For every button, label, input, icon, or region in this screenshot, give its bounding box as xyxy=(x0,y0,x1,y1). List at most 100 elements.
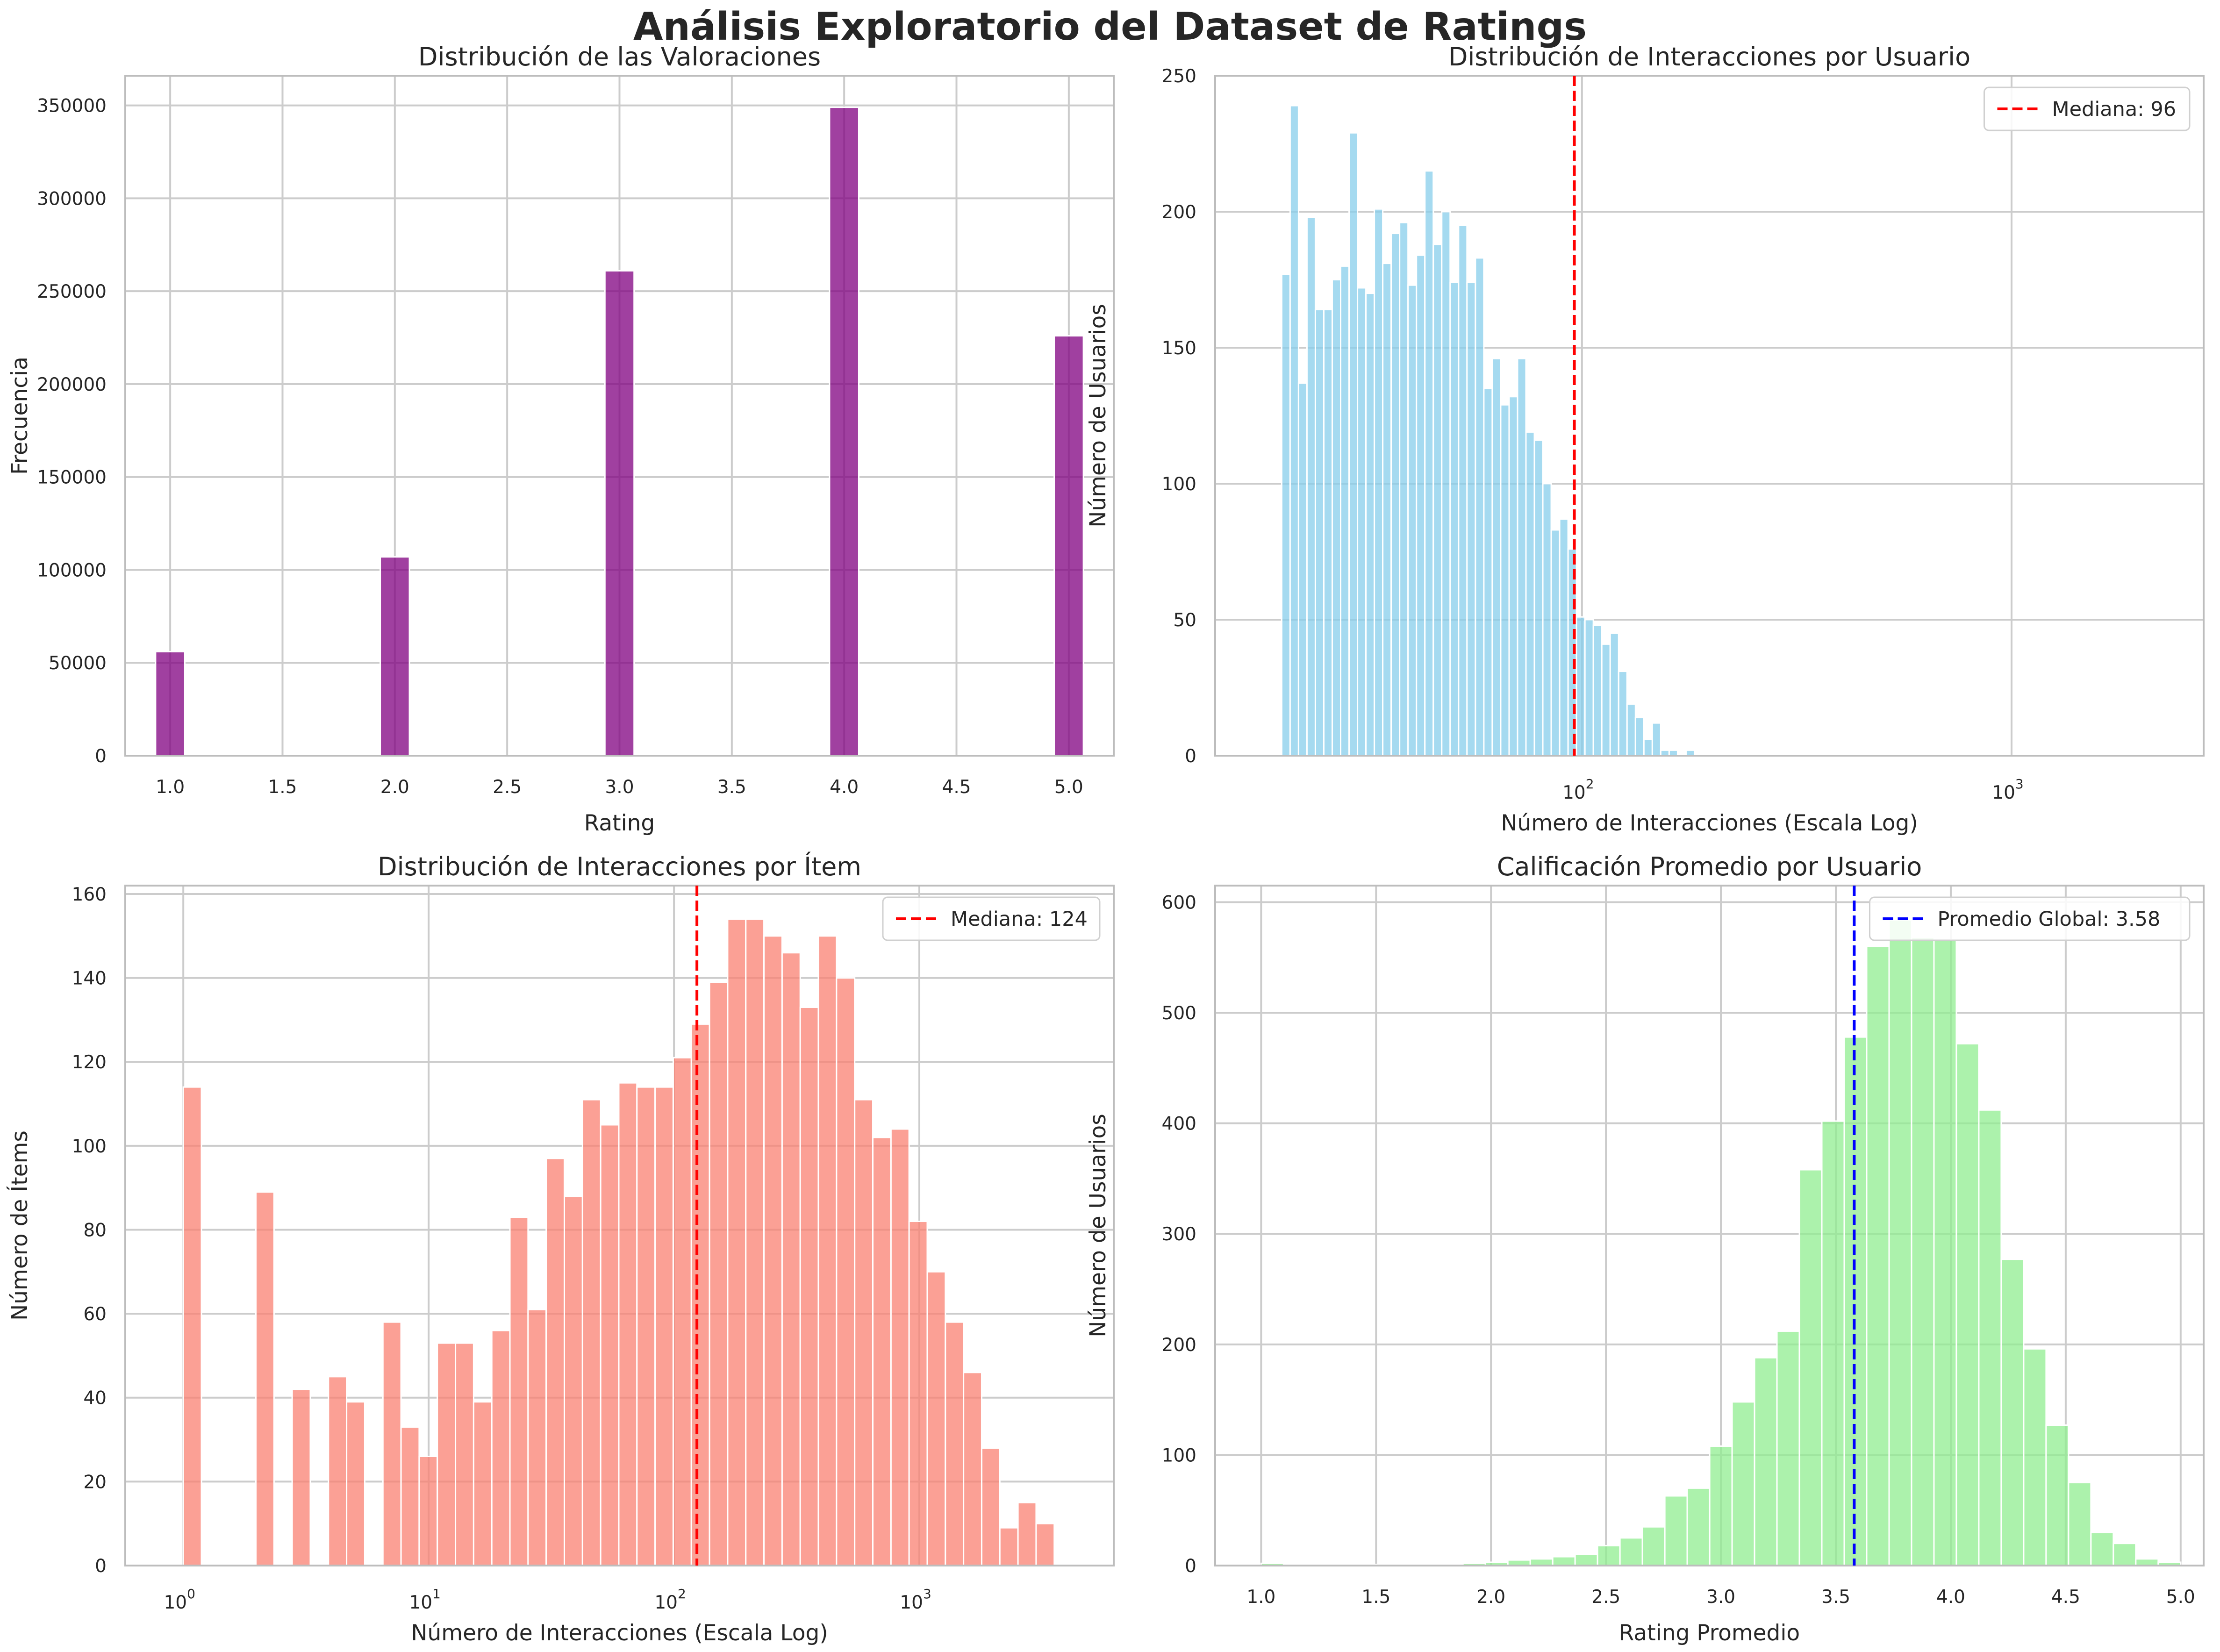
x-axis-label: Rating Promedio xyxy=(1619,1620,1800,1646)
bar xyxy=(255,1191,275,1566)
bar xyxy=(1978,1109,2002,1566)
bar xyxy=(509,1216,529,1566)
y-tick-label: 0 xyxy=(95,1556,107,1577)
plot-frame xyxy=(1214,885,2205,1566)
bar xyxy=(1374,208,1384,757)
bar xyxy=(890,1128,910,1566)
panel-title: Calificación Promedio por Usuario xyxy=(1497,852,1922,881)
bar xyxy=(1035,1523,1055,1566)
bar xyxy=(382,1321,402,1566)
y-axis-label: Número de Usuarios xyxy=(1085,304,1111,527)
legend-label: Mediana: 124 xyxy=(951,908,1088,931)
bar xyxy=(618,1082,638,1566)
bar xyxy=(418,1455,438,1566)
chart-user-avg-rating: 0 100 200 300 400 500 600 1.0 1.5 2.0 2.5 3.0 3.5 4.0… xyxy=(1085,852,2205,1646)
bar xyxy=(1348,132,1359,757)
bar xyxy=(1449,281,1460,757)
bar xyxy=(1651,722,1661,757)
bar xyxy=(1584,619,1594,757)
bar xyxy=(455,1342,474,1566)
y-tick-label: 0 xyxy=(1185,746,1196,767)
bar xyxy=(1500,404,1510,757)
bar xyxy=(491,1330,511,1566)
bar xyxy=(2000,1259,2025,1566)
x-tick-label: 102 xyxy=(1562,776,1594,803)
bar xyxy=(1365,293,1375,757)
y-tick-label: 0 xyxy=(1185,1556,1196,1577)
x-tick-label: 4.0 xyxy=(830,777,859,798)
legend: Mediana: 124 xyxy=(882,896,1101,941)
x-tick-label: 5.0 xyxy=(1054,777,1083,798)
legend-label: Promedio Global: 3.58 xyxy=(1938,908,2161,931)
y-axis-label: Número de Usuarios xyxy=(1085,1114,1111,1337)
x-tick-label: 101 xyxy=(409,1586,440,1613)
bar xyxy=(182,1086,202,1566)
x-tick-label: 1.5 xyxy=(1361,1587,1390,1608)
y-tick-label: 150 xyxy=(1162,338,1196,359)
y-tick-label: 400 xyxy=(1162,1114,1196,1135)
bar xyxy=(1643,738,1653,757)
bar xyxy=(1664,1495,1688,1566)
bar xyxy=(527,1309,547,1566)
bar xyxy=(727,918,747,1566)
bar xyxy=(1597,1545,1621,1566)
x-tick-label: 3.5 xyxy=(717,777,746,798)
bar xyxy=(1475,257,1485,757)
legend-box xyxy=(1984,86,2191,131)
bar xyxy=(1297,382,1308,757)
bar xyxy=(781,952,801,1566)
bar xyxy=(1634,717,1645,757)
bar xyxy=(963,1372,982,1566)
bar xyxy=(709,981,729,1566)
y-tick-label: 100 xyxy=(1162,474,1196,495)
bar xyxy=(1407,284,1418,757)
x-tick-label: 5.0 xyxy=(2166,1587,2195,1608)
bar xyxy=(1776,1330,1800,1566)
bar xyxy=(1508,396,1518,757)
bar xyxy=(1955,1043,1980,1566)
bar xyxy=(380,556,410,757)
y-tick-label: 0 xyxy=(95,746,107,767)
x-tick-label: 2.5 xyxy=(1591,1587,1620,1608)
x-tick-label: 2.5 xyxy=(493,777,522,798)
bar xyxy=(1281,273,1291,757)
legend-label: Mediana: 96 xyxy=(2052,98,2177,121)
x-axis-label: Número de Interacciones (Escala Log) xyxy=(411,1620,828,1646)
y-tick-label: 40 xyxy=(83,1388,107,1409)
bar xyxy=(1821,1120,1845,1566)
y-tick-label: 80 xyxy=(83,1220,107,1241)
bar xyxy=(2068,1482,2092,1566)
bar xyxy=(1798,1169,1823,1566)
bar xyxy=(1866,945,1890,1566)
panel-title: Distribución de Interacciones por Usuari… xyxy=(1448,42,1970,72)
bars xyxy=(182,918,1055,1566)
bar xyxy=(1517,358,1527,757)
bar xyxy=(1289,105,1299,757)
legend: Promedio Global: 3.58 xyxy=(1869,896,2191,941)
bar xyxy=(1686,1487,1711,1566)
bar xyxy=(690,1023,710,1566)
y-tick-label: 100 xyxy=(1162,1445,1196,1466)
figure-title: Análisis Exploratorio del Dataset de Rat… xyxy=(633,5,1587,49)
legend-box xyxy=(1869,896,2191,941)
bar xyxy=(999,1527,1019,1566)
bar xyxy=(1441,211,1451,757)
bar xyxy=(1458,224,1468,757)
y-tick-label: 250 xyxy=(1162,66,1196,87)
bar xyxy=(346,1401,365,1566)
bar xyxy=(1550,529,1561,757)
x-tick-label: 1.5 xyxy=(268,777,297,798)
bar xyxy=(1483,387,1493,757)
bar xyxy=(1432,243,1443,757)
bar xyxy=(1399,222,1409,757)
bar xyxy=(854,1099,874,1566)
bar xyxy=(1731,1401,1755,1566)
plot-frame xyxy=(1214,75,2205,757)
y-tick-label: 160 xyxy=(72,884,107,905)
bar xyxy=(1626,703,1636,757)
bar xyxy=(1323,309,1333,757)
chart-user-interactions: 0 50 100 150 200 250 102 103 Número de Interacci… xyxy=(1085,42,2205,836)
y-tick-label: 200 xyxy=(1162,1335,1196,1356)
bar xyxy=(1575,616,1586,757)
x-tick-label: 3.0 xyxy=(1706,1587,1735,1608)
